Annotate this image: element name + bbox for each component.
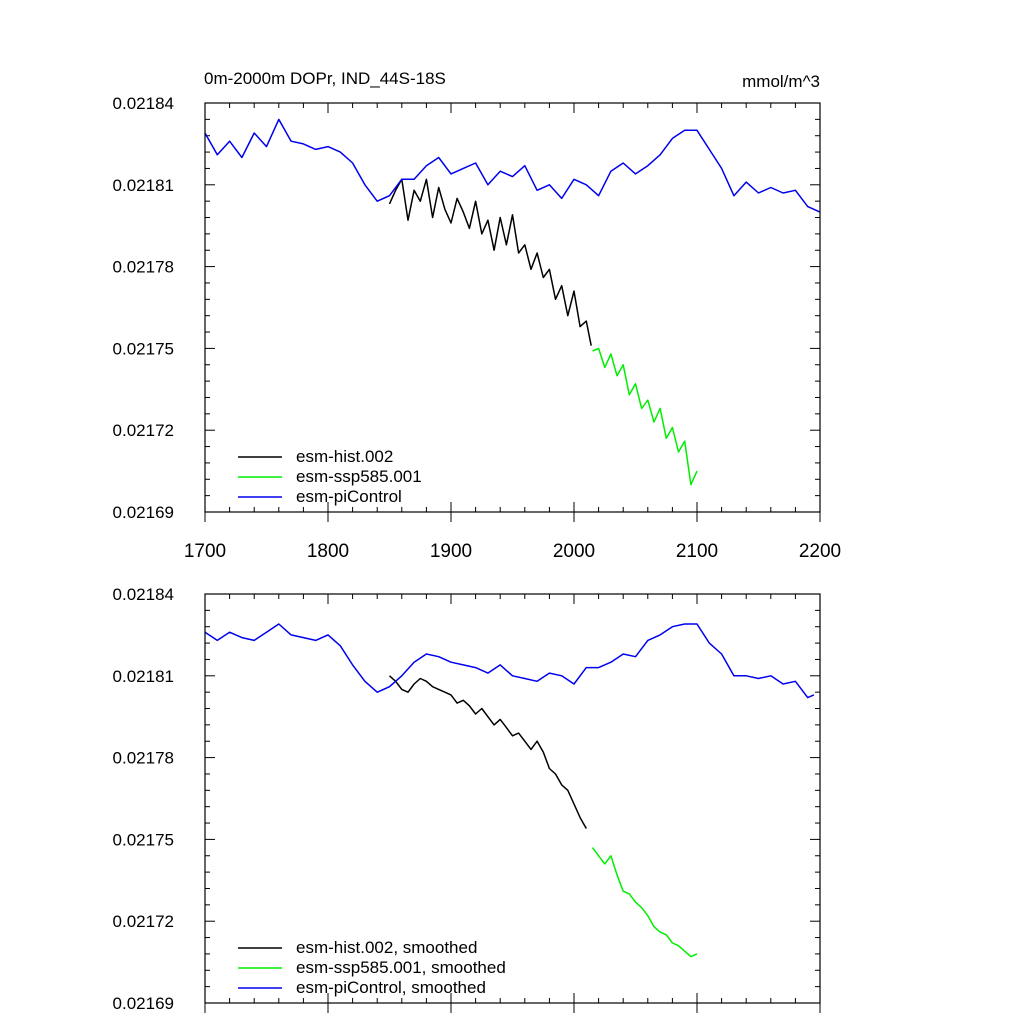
series-line-esm-hist-002 (388, 178, 592, 346)
x-tick-label: 1800 (307, 541, 349, 562)
legend-label: esm-piControl (296, 487, 402, 506)
top-panel: 0.02169 0.02172 0.02175 0.02178 0.02181 0.021… (113, 94, 842, 562)
y-tick-label: 0.02175 (113, 830, 174, 849)
plot-frame (204, 102, 821, 513)
y-tick-label: 0.02172 (113, 421, 174, 440)
y-tick-label: 0.02181 (113, 176, 174, 195)
legend-label: esm-ssp585.001, smoothed (296, 958, 506, 977)
x-tick-label: 2000 (553, 541, 595, 562)
bottom-panel: 0.02169 0.02172 0.02175 0.02178 0.02181 0.021… (113, 585, 821, 1013)
x-tick-label: 2100 (676, 541, 718, 562)
y-tick-label: 0.02169 (113, 994, 174, 1013)
series-line-esm-picontrol (204, 118, 821, 213)
series-line-esm-ssp585-001-smoothed (591, 847, 698, 958)
chart-title: 0m-2000m DOPr, IND_44S-18S (204, 69, 446, 88)
x-tick-label: 1700 (184, 541, 226, 562)
y-tick-label: 0.02184 (113, 585, 174, 604)
y-tick-label: 0.02175 (113, 339, 174, 358)
y-tick-label: 0.02178 (113, 258, 174, 277)
y-tick-label: 0.02172 (113, 912, 174, 931)
legend-label: esm-hist.002, smoothed (296, 938, 477, 957)
y-tick-label: 0.02181 (113, 667, 174, 686)
legend-label: esm-ssp585.001 (296, 467, 422, 486)
units-label: mmol/m^3 (742, 72, 820, 91)
legend-label: esm-piControl, smoothed (296, 978, 486, 997)
x-tick-label: 1900 (430, 541, 472, 562)
series-line-esm-ssp585-001 (592, 347, 698, 486)
x-tick-label: 2200 (799, 541, 841, 562)
y-tick-label: 0.02184 (113, 94, 174, 113)
series-line-esm-hist-002-smoothed (388, 675, 587, 829)
y-tick-label: 0.02169 (113, 503, 174, 522)
legend-label: esm-hist.002 (296, 447, 393, 466)
series-line-esm-picontrol-smoothed (204, 623, 815, 699)
plot-frame (204, 593, 821, 1004)
y-tick-label: 0.02178 (113, 749, 174, 768)
